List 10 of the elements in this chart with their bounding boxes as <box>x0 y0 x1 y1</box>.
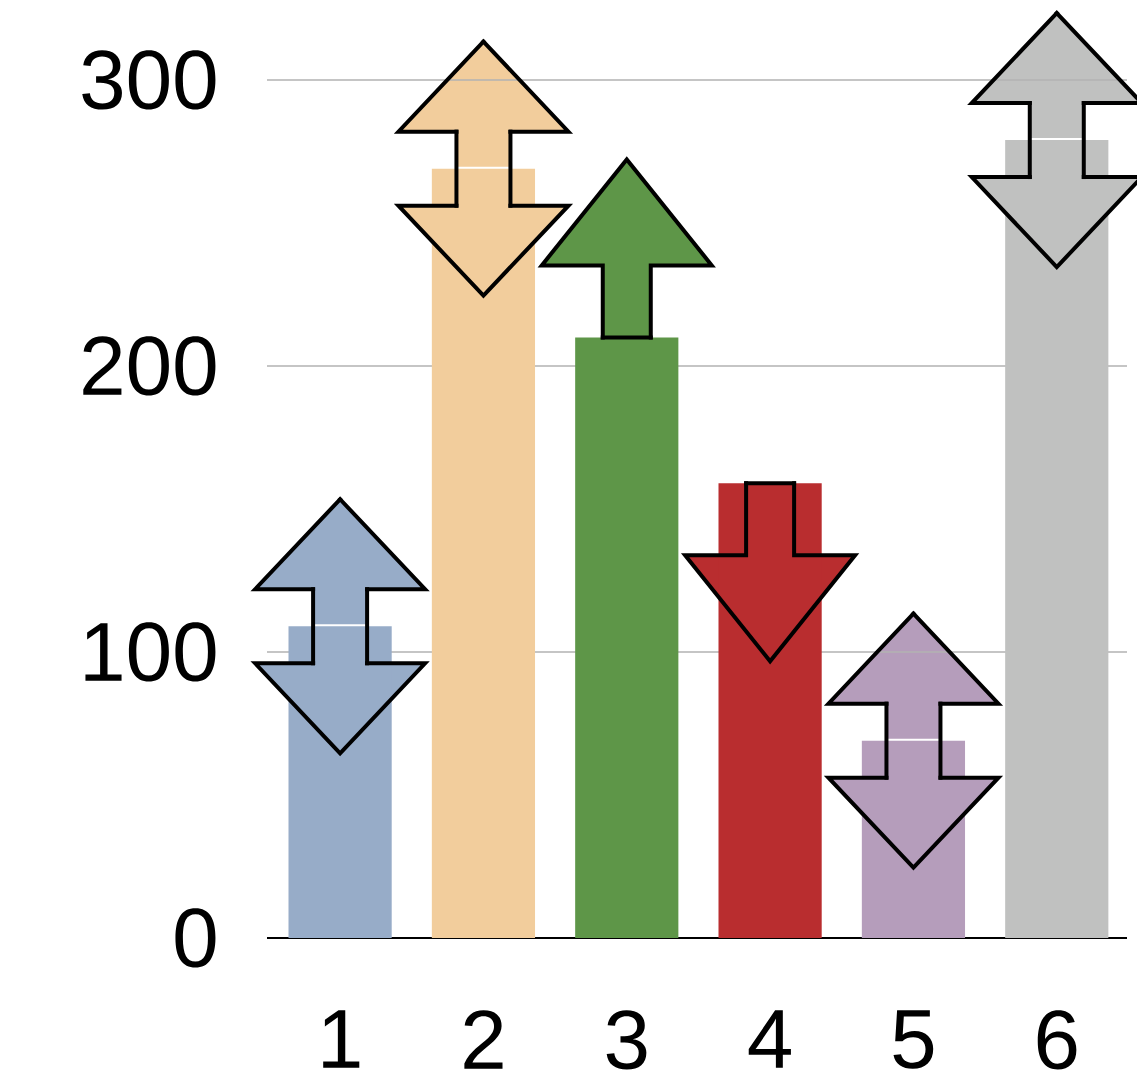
y-tick-label: 0 <box>175 908 216 968</box>
y-tick-label: 200 <box>83 336 216 396</box>
x-tick-label: 1 <box>323 1010 360 1068</box>
x-tick-label: 4 <box>748 1010 791 1068</box>
x-tick-label: 5 <box>893 1010 934 1069</box>
x-tick-label: 6 <box>1037 1010 1077 1070</box>
y-tick-label: 300 <box>82 50 216 110</box>
x-tick-label: 2 <box>464 1010 503 1069</box>
x-tick-label: 3 <box>606 1010 647 1070</box>
y-tick-label: 100 <box>85 622 216 682</box>
